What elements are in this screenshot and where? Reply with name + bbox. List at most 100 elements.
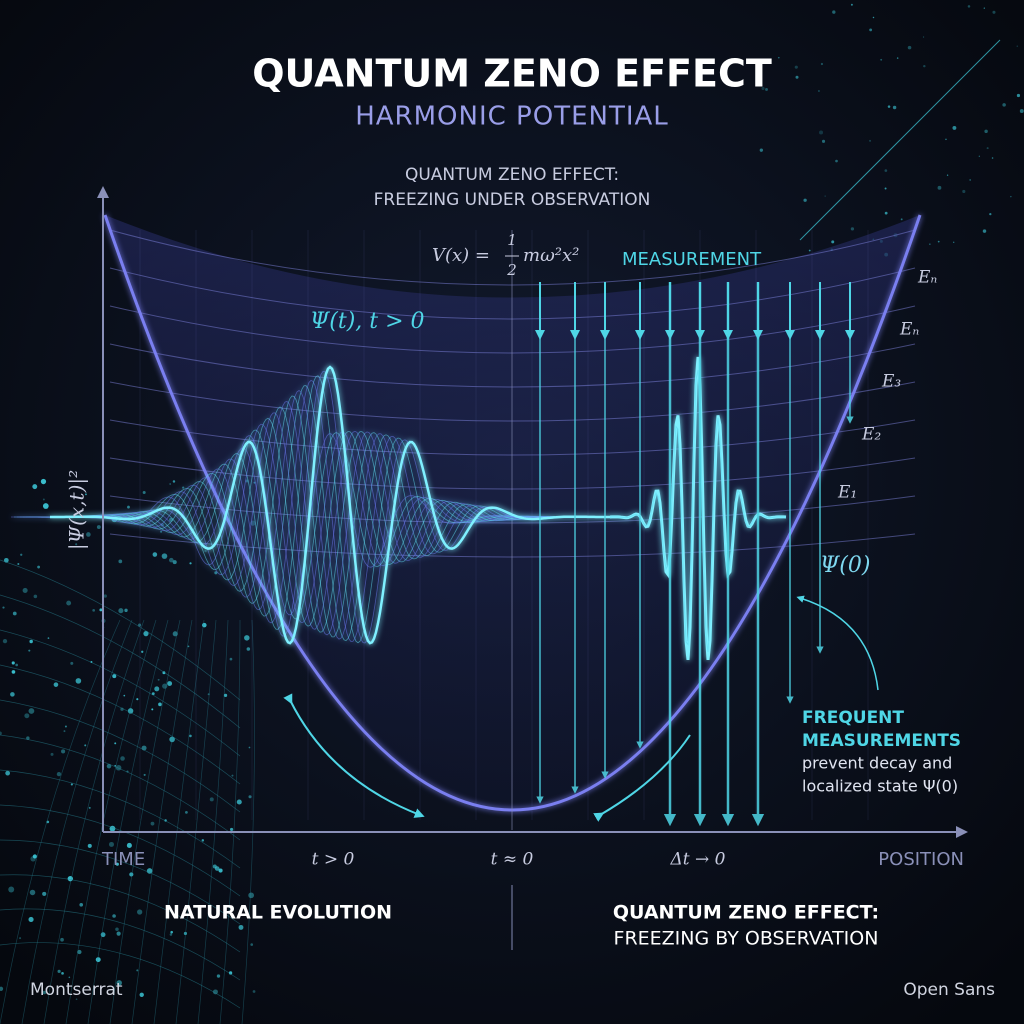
mesh-line [0,594,241,729]
energy-level: E₁ [837,483,857,503]
particle [124,608,128,613]
particle [100,932,106,938]
particle [945,138,947,141]
particle [872,16,875,19]
particle [162,683,168,689]
particle [112,914,116,918]
energy-level: Eₙ [917,268,937,288]
particle [1002,103,1006,107]
particle [139,992,144,997]
x-axis-label: t > 0 [312,850,355,870]
particle [2,606,5,609]
particle [946,174,949,176]
particle [109,841,114,847]
particle [169,557,174,563]
particle [116,931,121,936]
particle [169,483,171,485]
particle [246,647,251,651]
particle [228,971,233,975]
energy-level: E₂ [861,425,881,445]
particle [63,730,66,733]
particle [831,240,835,244]
particle [42,503,49,509]
particle [991,157,994,159]
energy-level: E₃ [881,372,901,392]
mesh-line [43,619,145,1024]
particle [37,565,41,569]
footer-right: FREEZING BY OBSERVATION [614,928,879,950]
y-axis-label: |Ψ(x,t)|² [65,470,90,550]
particle [92,608,96,612]
particle [819,130,824,135]
particle [114,742,117,745]
particle [46,820,50,824]
decoration [0,3,1024,1024]
particle [8,886,15,893]
particle [0,731,2,736]
particle [214,571,218,575]
particle [978,155,980,157]
equation: 2 [506,261,517,279]
particle [79,902,84,907]
particle [115,862,119,866]
particle [136,698,139,701]
particle [118,608,124,614]
particle [99,608,103,612]
particle [28,649,31,652]
particle [0,986,4,991]
subtitle: HARMONIC POTENTIAL [355,102,669,132]
mesh-line [109,619,181,1024]
particle [953,241,955,243]
x-axis-label: Δt → 0 [670,850,726,870]
particle [141,650,144,653]
particle [808,249,811,252]
mesh-line [0,629,241,757]
particle [794,65,798,69]
particle [86,532,91,537]
particle [869,139,872,142]
x-axis-label: t ≈ 0 [491,850,534,870]
particle [892,105,897,110]
particle [142,491,146,495]
mesh-line [0,804,241,897]
particle [70,783,73,786]
particle [187,645,190,648]
mesh-line [219,619,241,1024]
particle [95,957,101,963]
particle [248,892,255,899]
mesh-line [0,699,241,813]
particle [5,770,10,776]
annotation: FREQUENT [802,708,904,728]
caption: FREEZING UNDER OBSERVATION [374,190,651,210]
particle [244,635,250,641]
particle [795,75,799,79]
particle [761,86,765,91]
particle [777,56,780,59]
particle [238,924,244,930]
particle [24,713,30,719]
particle [66,600,72,606]
wave [50,365,610,645]
particle [231,774,234,777]
measurement-label: MEASUREMENT [622,249,762,270]
energy-level: Eₙ [899,320,919,340]
particle [172,480,176,483]
mesh-line [0,769,241,869]
particle [1019,109,1024,113]
particle [167,681,173,686]
particle [759,148,764,152]
particle [42,990,47,995]
particle [952,125,957,130]
particle [28,916,34,923]
wave [29,401,589,636]
particle [248,746,251,749]
particle [229,657,233,661]
measurement-arrows [535,282,855,827]
footer-right: QUANTUM ZENO EFFECT: [613,902,879,924]
particle [884,169,888,172]
particle [172,631,178,637]
mesh-line [0,874,241,953]
particle [212,989,218,995]
particle [152,552,158,557]
